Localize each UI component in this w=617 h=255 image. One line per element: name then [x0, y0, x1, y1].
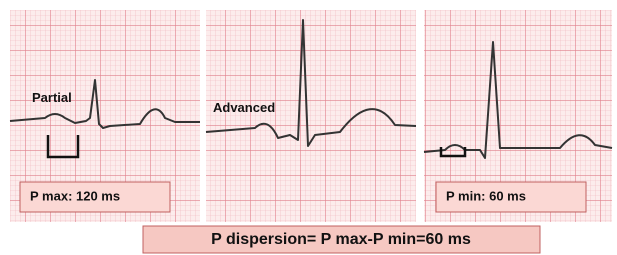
measure-text: P min: 60 ms [446, 188, 526, 203]
figure: Partial P max: 120 ms Advanced P min: 60… [0, 0, 617, 255]
ecg-grid [206, 10, 416, 222]
panel-pmin: P min: 60 ms [424, 10, 612, 222]
panel-label: Partial [32, 90, 72, 105]
measure-text: P max: 120 ms [30, 188, 120, 203]
panel-advanced: Advanced [206, 10, 416, 222]
panel-partial: Partial P max: 120 ms [10, 10, 200, 222]
panel-label: Advanced [213, 100, 275, 115]
footer-text: P dispersion= P max-P min=60 ms [211, 231, 471, 248]
